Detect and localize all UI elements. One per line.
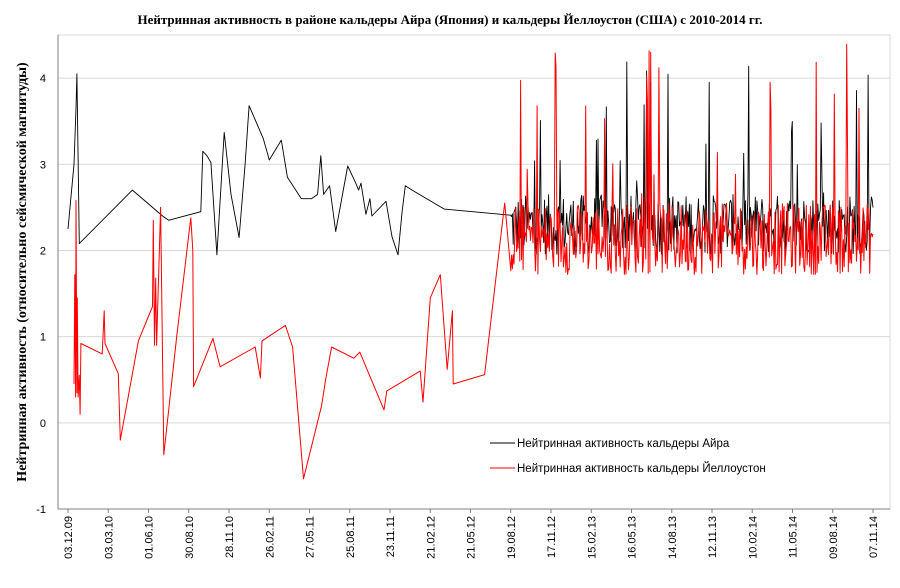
x-tick-label: 16.05.13 [627,516,639,559]
y-tick-label: 4 [40,73,46,85]
plot-area [57,34,891,510]
x-tick-label: 28.11.10 [224,516,236,558]
grid-lines [58,77,890,510]
series-line-yellowstone [73,43,874,480]
x-tick-label: 23.11.11 [385,516,397,557]
x-tick-label: 11.05.14 [788,516,800,558]
legend-label-aira: Нейтринная активность кальдеры Айра [517,438,730,450]
x-tick-label: 12.11.13 [707,516,719,558]
x-tick-label: 26.02.11 [264,516,276,558]
x-tick-label: 03.12.09 [63,516,75,559]
y-axis-ticks: -1 0 1 2 3 4 [36,73,46,516]
y-tick-label: 3 [40,159,46,171]
series-group [67,43,874,480]
y-tick-label: 1 [40,332,46,344]
y-axis-label: Нейтринная активность (относительно сейс… [15,62,30,482]
x-tick-label: 21.02.12 [425,516,437,559]
x-tick-label: 21.05.12 [466,516,478,559]
x-tick-label: 10.02.14 [747,516,759,559]
x-tick-label: 09.08.14 [828,516,840,559]
y-tick-label: 2 [40,245,46,257]
x-axis-ticks: 03.12.09 03.03.10 01.06.10 30.08.10 28.11.10… [63,509,880,559]
x-tick-label: 14.08.13 [667,516,679,559]
x-tick-label: 03.03.10 [103,516,115,559]
x-tick-label: 07.11.14 [868,516,880,558]
chart-title: Нейтринная активность в районе кальдеры … [137,12,762,27]
x-tick-label: 01.06.10 [144,516,156,559]
y-tick-label: 0 [40,418,46,430]
x-tick-label: 19.08.12 [506,516,518,559]
x-tick-label: 27.05.11 [305,516,317,558]
x-tick-label: 15.02.13 [586,516,598,559]
x-tick-label: 25.08.11 [345,516,357,558]
legend-label-yellowstone: Нейтринная активность кальдеры Йеллоусто… [517,462,766,475]
x-tick-label: 17.11.12 [546,516,558,558]
y-tick-label: -1 [36,504,46,516]
legend: Нейтринная активность кальдеры Айра Нейт… [490,438,766,475]
x-tick-label: 30.08.10 [184,516,196,559]
